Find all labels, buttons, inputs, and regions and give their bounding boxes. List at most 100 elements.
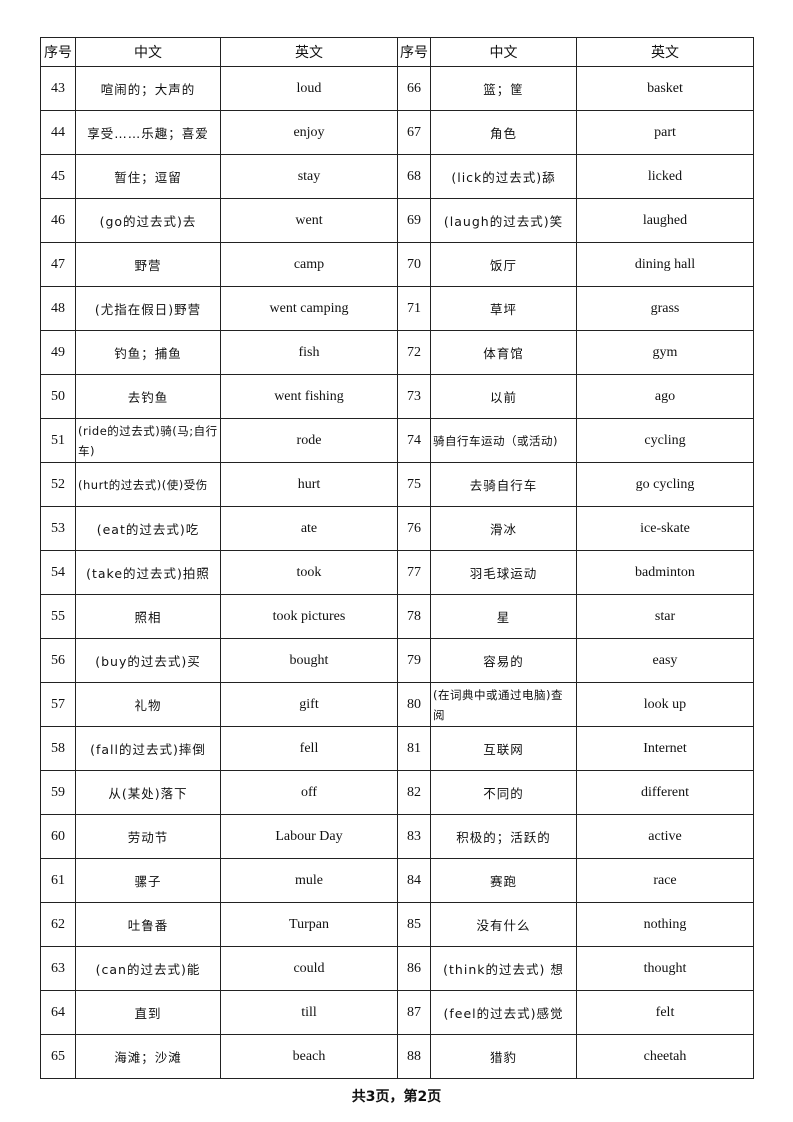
cell-chinese: 钓鱼；捕鱼	[75, 330, 221, 375]
cell-number: 71	[397, 286, 431, 331]
table-row: 55 照相 took pictures 78 星 star	[40, 594, 754, 639]
cell-chinese: 享受……乐趣；喜爱	[75, 110, 221, 155]
cell-english: ice-skate	[576, 506, 754, 551]
cell-number: 54	[40, 550, 76, 595]
cell-english: beach	[220, 1034, 398, 1079]
table-row: 45 暂住；逗留 stay 68 (lick的过去式)舔 licked	[40, 154, 754, 199]
table-row: 65 海滩；沙滩 beach 88 猎豹 cheetah	[40, 1034, 754, 1079]
cell-chinese: 骑自行车运动（或活动)	[430, 418, 577, 463]
cell-english: star	[576, 594, 754, 639]
cell-chinese: 互联网	[430, 726, 577, 771]
cell-english: cheetah	[576, 1034, 754, 1079]
cell-chinese: 从(某处)落下	[75, 770, 221, 815]
cell-chinese: 容易的	[430, 638, 577, 683]
cell-english: went camping	[220, 286, 398, 331]
cell-chinese: (go的过去式)去	[75, 198, 221, 243]
cell-chinese: (lick的过去式)舔	[430, 154, 577, 199]
header-number: 序号	[397, 37, 431, 67]
cell-chinese: (fall的过去式)摔倒	[75, 726, 221, 771]
cell-chinese: (take的过去式)拍照	[75, 550, 221, 595]
cell-number: 82	[397, 770, 431, 815]
cell-chinese: 海滩；沙滩	[75, 1034, 221, 1079]
cell-number: 67	[397, 110, 431, 155]
cell-number: 73	[397, 374, 431, 419]
cell-english: basket	[576, 66, 754, 111]
cell-english: took	[220, 550, 398, 595]
cell-chinese: 赛跑	[430, 858, 577, 903]
cell-number: 50	[40, 374, 76, 419]
cell-number: 47	[40, 242, 76, 287]
cell-english: fish	[220, 330, 398, 375]
cell-number: 53	[40, 506, 76, 551]
header-english: 英文	[220, 37, 398, 67]
cell-number: 78	[397, 594, 431, 639]
cell-english: active	[576, 814, 754, 859]
cell-english: enjoy	[220, 110, 398, 155]
table-row: 62 吐鲁番 Turpan 85 没有什么 nothing	[40, 902, 754, 947]
cell-chinese: 草坪	[430, 286, 577, 331]
cell-number: 85	[397, 902, 431, 947]
header-chinese: 中文	[430, 37, 577, 67]
table-row: 49 钓鱼；捕鱼 fish 72 体育馆 gym	[40, 330, 754, 375]
cell-number: 51	[40, 418, 76, 463]
cell-number: 69	[397, 198, 431, 243]
cell-chinese: 饭厅	[430, 242, 577, 287]
cell-number: 57	[40, 682, 76, 727]
cell-english: loud	[220, 66, 398, 111]
cell-english: off	[220, 770, 398, 815]
cell-chinese: (hurt的过去式)(使)受伤	[75, 462, 221, 507]
table-row: 47 野营 camp 70 饭厅 dining hall	[40, 242, 754, 287]
cell-number: 81	[397, 726, 431, 771]
cell-chinese: 羽毛球运动	[430, 550, 577, 595]
cell-number: 68	[397, 154, 431, 199]
cell-chinese: 暂住；逗留	[75, 154, 221, 199]
cell-number: 66	[397, 66, 431, 111]
cell-chinese: 积极的；活跃的	[430, 814, 577, 859]
cell-number: 46	[40, 198, 76, 243]
cell-chinese: 喧闹的；大声的	[75, 66, 221, 111]
cell-chinese: 礼物	[75, 682, 221, 727]
table-row: 59 从(某处)落下 off 82 不同的 different	[40, 770, 754, 815]
cell-english: took pictures	[220, 594, 398, 639]
cell-chinese: 猎豹	[430, 1034, 577, 1079]
cell-number: 79	[397, 638, 431, 683]
cell-number: 43	[40, 66, 76, 111]
cell-chinese: 照相	[75, 594, 221, 639]
cell-english: thought	[576, 946, 754, 991]
table-row: 50 去钓鱼 went fishing 73 以前 ago	[40, 374, 754, 419]
cell-english: gift	[220, 682, 398, 727]
table-row: 46 (go的过去式)去 went 69 (laugh的过去式)笑 laughed	[40, 198, 754, 243]
cell-chinese: 篮；筐	[430, 66, 577, 111]
table-row: 63 (can的过去式)能 could 86 (think的过去式) 想 thought	[40, 946, 754, 991]
cell-chinese: (在词典中或通过电脑)查阅	[430, 682, 577, 727]
cell-english: Internet	[576, 726, 754, 771]
cell-english: went fishing	[220, 374, 398, 419]
cell-english: went	[220, 198, 398, 243]
vocabulary-table: 序号 中文 英文 序号 中文 英文 43 喧闹的；大声的 loud 66 篮；筐 bask…	[40, 37, 754, 1079]
cell-english: rode	[220, 418, 398, 463]
table-row: 56 (buy的过去式)买 bought 79 容易的 easy	[40, 638, 754, 683]
cell-english: different	[576, 770, 754, 815]
cell-english: Labour Day	[220, 814, 398, 859]
table-row: 58 (fall的过去式)摔倒 fell 81 互联网 Internet	[40, 726, 754, 771]
cell-number: 59	[40, 770, 76, 815]
cell-number: 74	[397, 418, 431, 463]
cell-number: 64	[40, 990, 76, 1035]
table-row: 48 (尤指在假日)野营 went camping 71 草坪 grass	[40, 286, 754, 331]
cell-chinese: (ride的过去式)骑(马;自行车)	[75, 418, 221, 463]
table-row: 52 (hurt的过去式)(使)受伤 hurt 75 去骑自行车 go cycling	[40, 462, 754, 507]
cell-english: dining hall	[576, 242, 754, 287]
cell-english: mule	[220, 858, 398, 903]
cell-english: part	[576, 110, 754, 155]
cell-number: 44	[40, 110, 76, 155]
table-row: 53 (eat的过去式)吃 ate 76 滑冰 ice-skate	[40, 506, 754, 551]
cell-chinese: 直到	[75, 990, 221, 1035]
cell-number: 72	[397, 330, 431, 375]
cell-number: 83	[397, 814, 431, 859]
table-row: 43 喧闹的；大声的 loud 66 篮；筐 basket	[40, 66, 754, 111]
cell-number: 65	[40, 1034, 76, 1079]
table-row: 57 礼物 gift 80 (在词典中或通过电脑)查阅 look up	[40, 682, 754, 727]
cell-english: gym	[576, 330, 754, 375]
cell-chinese: (buy的过去式)买	[75, 638, 221, 683]
cell-english: bought	[220, 638, 398, 683]
